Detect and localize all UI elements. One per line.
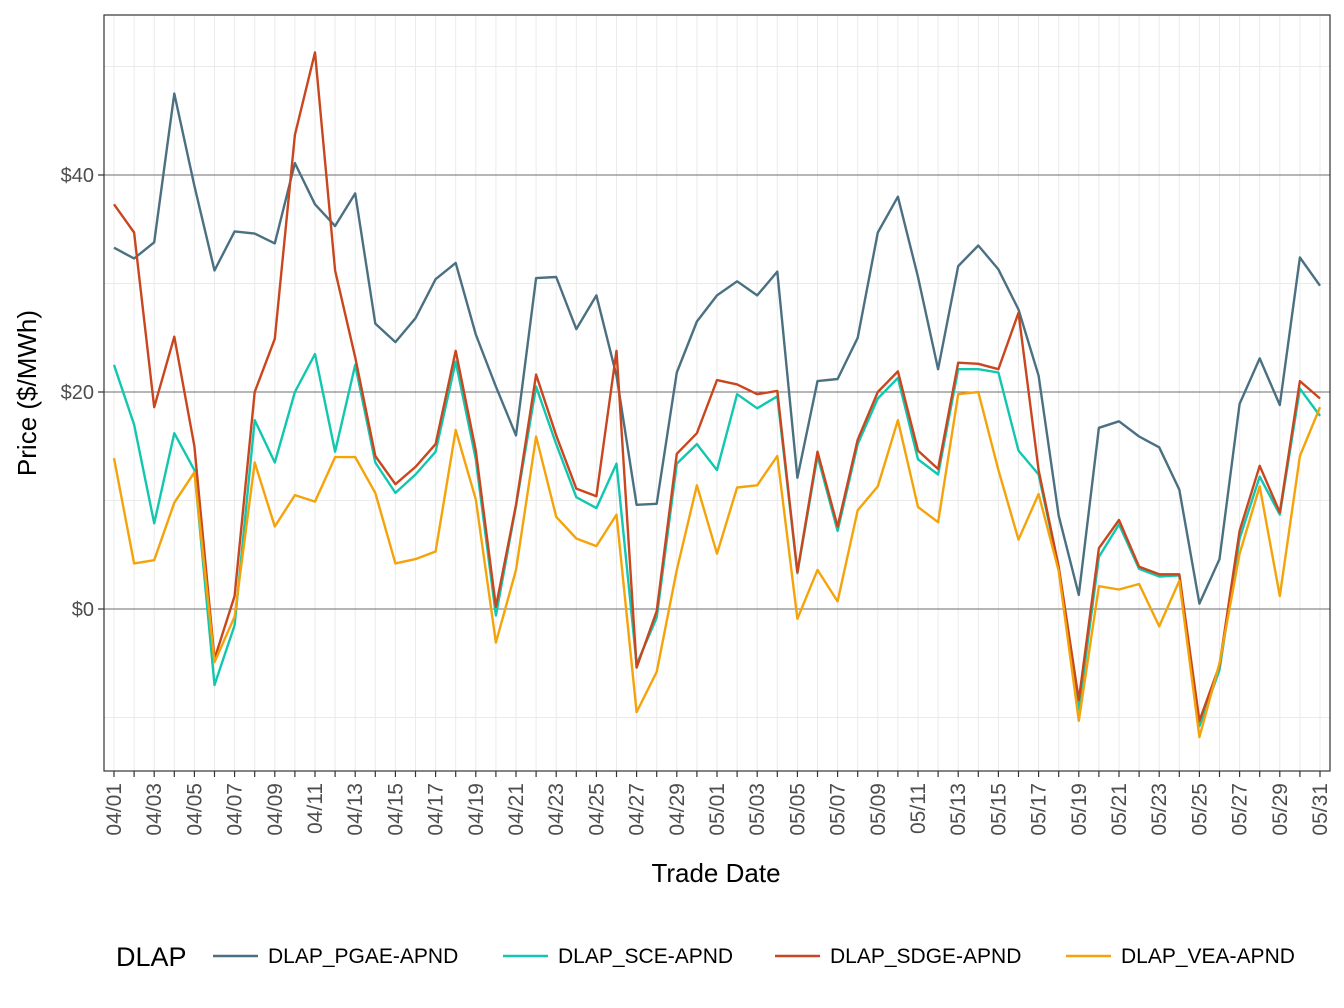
x-tick-label: 05/09	[867, 783, 890, 836]
legend-label: DLAP_SCE-APND	[558, 945, 733, 968]
x-tick-label: 04/27	[626, 783, 649, 836]
y-axis: $0 $20 $40	[61, 165, 104, 621]
series-line	[112, 390, 1322, 739]
series-line	[112, 352, 1321, 728]
y-axis-title: Price ($/MWh)	[12, 310, 42, 476]
x-tick-label: 04/05	[183, 783, 206, 836]
x-tick-label: 05/31	[1309, 783, 1332, 836]
x-tick-label: 04/15	[384, 783, 407, 836]
x-tick-label: 05/05	[786, 783, 809, 836]
y-tick-label: $40	[61, 165, 94, 187]
major-grid	[104, 174, 1330, 610]
x-tick-label: 04/19	[465, 783, 488, 836]
x-axis-title: Trade Date	[651, 858, 780, 888]
x-tick-label: 05/25	[1188, 783, 1211, 836]
x-tick-label: 04/13	[344, 783, 367, 836]
x-tick-label: 04/11	[304, 783, 327, 834]
series-line	[113, 51, 1321, 722]
x-tick-label: 05/17	[1028, 783, 1051, 836]
legend-title: DLAP	[116, 942, 187, 972]
series-lines	[112, 51, 1322, 739]
x-tick-label: 04/07	[224, 783, 247, 836]
x-tick-label: 05/21	[1108, 783, 1131, 836]
legend-label: DLAP_PGAE-APND	[268, 945, 458, 968]
y-tick-label: $0	[72, 599, 94, 621]
x-tick-label: 05/19	[1068, 783, 1091, 836]
series-line	[113, 92, 1321, 605]
legend: DLAP DLAP_PGAE-APND DLAP_SCE-APND DLAP_SDG…	[116, 942, 1295, 972]
x-tick-label: 04/25	[585, 783, 608, 836]
legend-label: DLAP_SDGE-APND	[830, 945, 1021, 968]
legend-item: DLAP_PGAE-APND	[213, 945, 458, 968]
x-tick-label: 05/07	[827, 783, 850, 836]
x-tick-label: 04/17	[425, 783, 448, 836]
x-tick-label: 04/01	[103, 783, 126, 836]
x-tick-label: 04/03	[143, 783, 166, 836]
legend-item: DLAP_SDGE-APND	[775, 945, 1021, 968]
x-tick-label: 05/03	[746, 783, 769, 836]
x-tick-label: 05/11	[907, 783, 930, 834]
x-tick-label: 04/21	[505, 783, 528, 836]
x-tick-label: 04/23	[545, 783, 568, 836]
x-tick-label: 04/09	[264, 783, 287, 836]
x-tick-label: 05/27	[1229, 783, 1252, 836]
legend-item: DLAP_SCE-APND	[503, 945, 733, 968]
x-tick-label: 05/13	[947, 783, 970, 836]
x-tick-label: 04/29	[666, 783, 689, 836]
x-tick-label: 05/15	[987, 783, 1010, 836]
x-tick-label: 05/01	[706, 783, 729, 836]
y-tick-label: $20	[61, 382, 94, 404]
x-tick-label: 05/29	[1269, 783, 1292, 836]
legend-label: DLAP_VEA-APND	[1121, 945, 1295, 968]
legend-item: DLAP_VEA-APND	[1066, 945, 1295, 968]
x-axis: 04/01 04/03 04/05 04/07 04/09 04/11 04/13 04/15…	[103, 771, 1332, 836]
x-tick-label: 05/23	[1148, 783, 1171, 836]
